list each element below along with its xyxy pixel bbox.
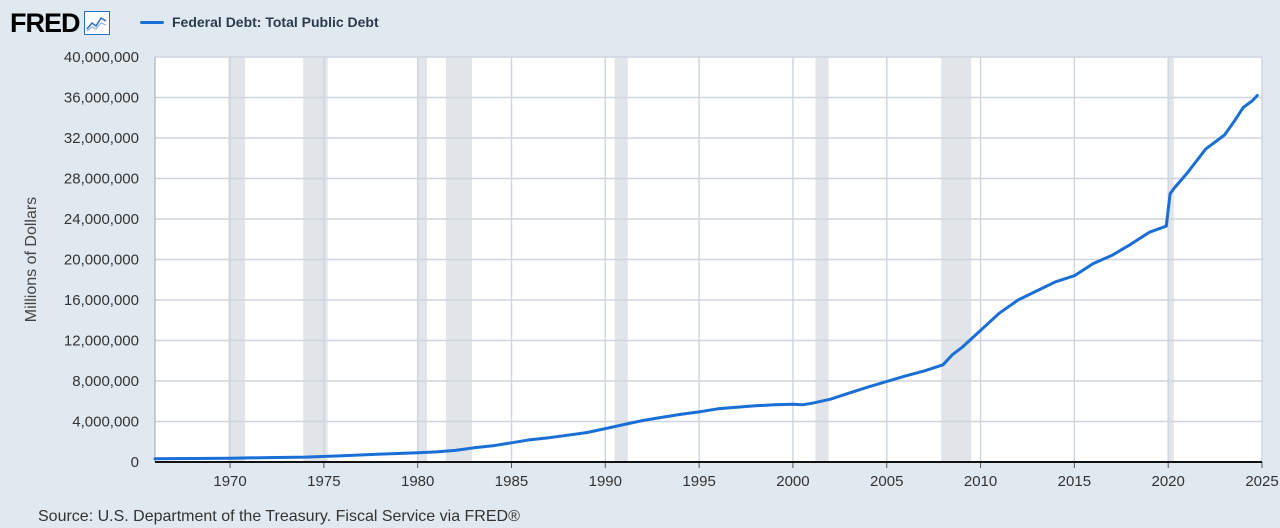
data-point bbox=[1129, 243, 1132, 246]
data-point bbox=[960, 346, 963, 349]
source-note: Source: U.S. Department of the Treasury.… bbox=[38, 508, 520, 525]
data-point bbox=[773, 403, 776, 406]
data-point bbox=[566, 434, 569, 437]
x-tick-label: 1995 bbox=[682, 473, 715, 490]
data-point bbox=[998, 312, 1001, 315]
data-point bbox=[604, 427, 607, 430]
y-tick-label: 32,000,000 bbox=[64, 130, 139, 147]
y-tick-label: 12,000,000 bbox=[64, 333, 139, 350]
data-point bbox=[1186, 172, 1188, 175]
y-tick-label: 4,000,000 bbox=[72, 414, 139, 431]
data-point bbox=[942, 363, 944, 366]
data-point bbox=[660, 416, 663, 419]
data-point bbox=[1242, 106, 1245, 109]
data-point bbox=[435, 450, 438, 453]
y-tick-label: 16,000,000 bbox=[64, 292, 139, 309]
data-point bbox=[1223, 134, 1226, 136]
data-point bbox=[923, 369, 926, 372]
data-point bbox=[154, 457, 156, 460]
data-point bbox=[529, 438, 532, 441]
data-point bbox=[266, 456, 269, 459]
y-tick-label: 8,000,000 bbox=[72, 373, 139, 390]
x-tick-label: 2020 bbox=[1151, 473, 1184, 490]
data-point bbox=[510, 441, 513, 444]
data-point bbox=[454, 449, 457, 452]
y-tick-label: 40,000,000 bbox=[64, 49, 139, 66]
data-point bbox=[1172, 187, 1175, 190]
data-point bbox=[341, 454, 344, 457]
data-point bbox=[951, 353, 954, 356]
data-point bbox=[716, 407, 719, 410]
data-point bbox=[1092, 262, 1095, 265]
data-point bbox=[867, 386, 869, 388]
x-tick-label: 2015 bbox=[1058, 473, 1091, 490]
y-tick-label: 20,000,000 bbox=[64, 252, 139, 269]
data-point bbox=[698, 410, 701, 413]
x-tick-label: 1990 bbox=[589, 473, 622, 490]
legend-swatch bbox=[140, 20, 164, 24]
data-point bbox=[801, 403, 804, 406]
x-tick-label: 1970 bbox=[213, 473, 246, 490]
data-point bbox=[735, 406, 738, 409]
data-point bbox=[491, 444, 494, 447]
data-point bbox=[229, 457, 231, 460]
data-point bbox=[641, 419, 644, 422]
data-point bbox=[1148, 231, 1151, 234]
line-chart-icon bbox=[83, 11, 110, 35]
x-tick-label: 2005 bbox=[870, 473, 903, 490]
data-point bbox=[473, 446, 475, 449]
data-point bbox=[848, 392, 851, 395]
data-point bbox=[885, 380, 888, 383]
data-point bbox=[792, 403, 794, 406]
data-point bbox=[623, 423, 625, 426]
data-point bbox=[829, 398, 832, 401]
data-point bbox=[979, 329, 982, 332]
data-point bbox=[810, 402, 813, 405]
data-point bbox=[1035, 289, 1038, 292]
data-point bbox=[754, 404, 757, 407]
data-point bbox=[1169, 192, 1171, 195]
data-point bbox=[1073, 274, 1076, 277]
x-tick-label: 2010 bbox=[964, 473, 997, 490]
legend-label: Federal Debt: Total Public Debt bbox=[172, 14, 379, 30]
data-point bbox=[304, 456, 307, 459]
x-tick-label: 1980 bbox=[401, 473, 434, 490]
data-point bbox=[1054, 280, 1057, 283]
x-tick-label: 2025 bbox=[1245, 473, 1278, 490]
data-point bbox=[1165, 225, 1168, 227]
data-point bbox=[1251, 99, 1254, 102]
data-point bbox=[379, 453, 382, 456]
data-point bbox=[1232, 120, 1235, 123]
x-tick-label: 2000 bbox=[776, 473, 809, 490]
data-point bbox=[416, 451, 419, 454]
y-tick-label: 28,000,000 bbox=[64, 171, 139, 188]
y-tick-label: 36,000,000 bbox=[64, 90, 139, 107]
fred-logo[interactable]: FRED bbox=[10, 7, 80, 38]
y-tick-label: 0 bbox=[131, 454, 139, 471]
data-point bbox=[585, 431, 588, 434]
data-point bbox=[679, 413, 682, 416]
data-point bbox=[548, 436, 550, 439]
x-tick-label: 1985 bbox=[495, 473, 528, 490]
data-point bbox=[1204, 148, 1207, 151]
data-point bbox=[1110, 254, 1113, 257]
y-axis-title: Millions of Dollars bbox=[23, 197, 40, 322]
data-point bbox=[191, 457, 194, 460]
data-point bbox=[904, 375, 907, 377]
legend: Federal Debt: Total Public Debt bbox=[140, 14, 379, 30]
data-point bbox=[1017, 299, 1019, 301]
data-point bbox=[1256, 94, 1259, 97]
x-tick-label: 1975 bbox=[307, 473, 340, 490]
header: FRED bbox=[10, 6, 110, 40]
y-tick-label: 24,000,000 bbox=[64, 211, 139, 228]
